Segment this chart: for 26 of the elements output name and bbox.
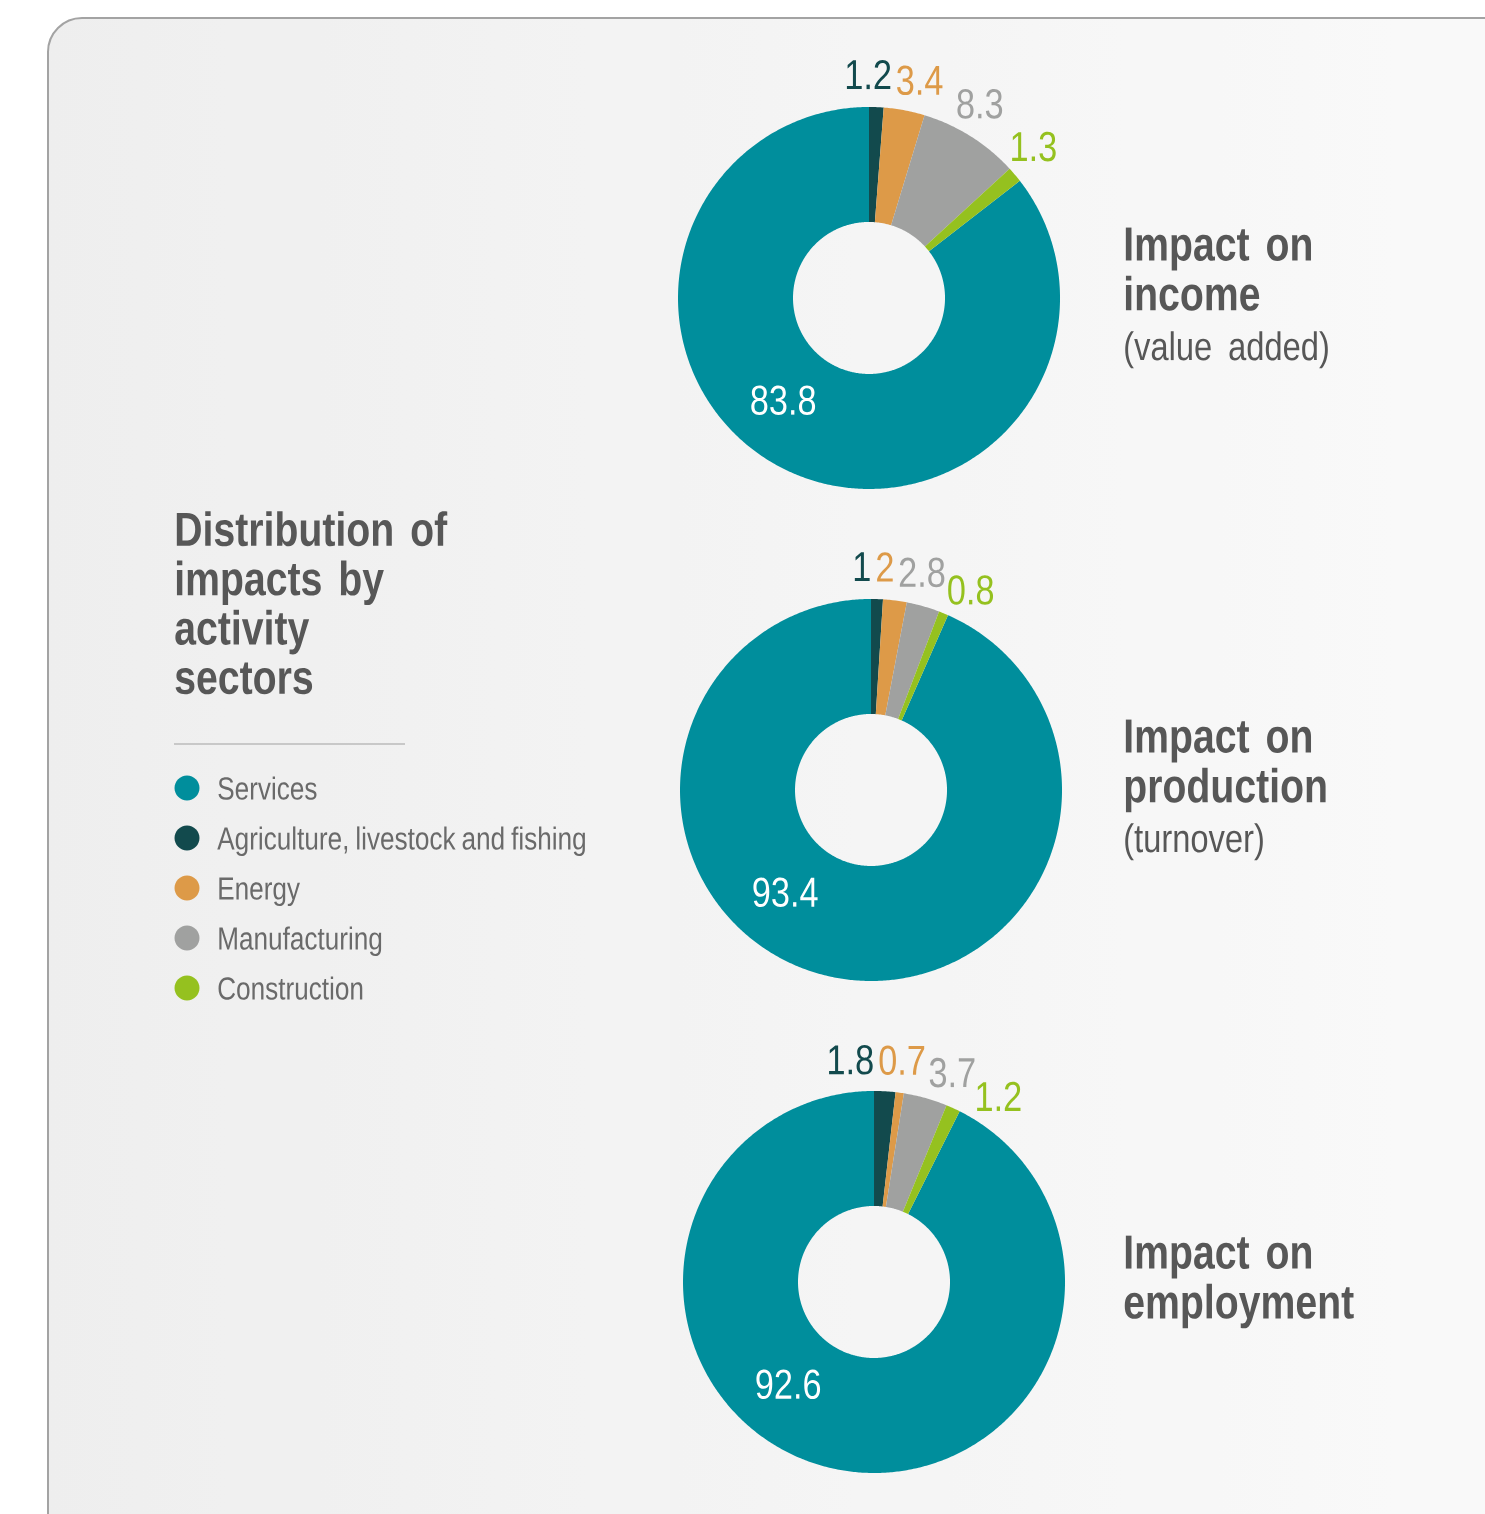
data-label: 3.7 [929,1057,975,1088]
text: (value added) [1125,331,1328,369]
legend-label: Services [218,776,317,800]
legend-label: Energy [219,877,300,907]
data-label: 0.7 [879,1045,925,1076]
data-label: 0.8 [948,575,994,605]
data-label: 1.2 [977,1081,1021,1111]
legend-title: Distribution of impacts by activity sectors [175,511,448,695]
text: Impact on income [1125,227,1312,311]
data-label: 93.4 [753,877,818,908]
data-label: 1.8 [829,1044,873,1075]
text: Impact on production [1125,719,1326,813]
data-label: 83.8 [751,385,816,416]
data-label: 3.4 [897,65,943,96]
data-label: 92.6 [756,1369,821,1400]
data-label: 1.2 [846,59,891,90]
data-label: 1.3 [1012,131,1056,162]
data-label: 2.8 [899,557,945,588]
text: Impact on employment [1124,1235,1354,1329]
legend-label: Manufacturing [219,926,382,957]
data-label: 8.3 [957,89,1003,119]
text: (turnover) [1125,823,1263,861]
legend-label: Construction [218,976,363,1000]
legend-label: Agriculture, livestock and fishing [217,826,585,857]
data-label: 2 [877,552,893,582]
data-label: 1 [854,552,870,582]
